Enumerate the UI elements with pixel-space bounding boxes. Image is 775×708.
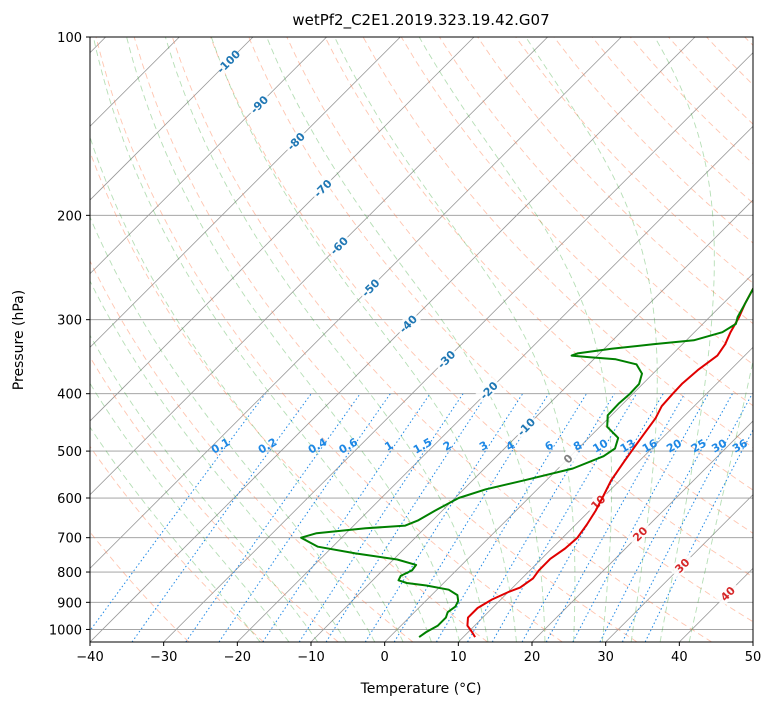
plot-frame: [89, 36, 754, 643]
x-tick-label: 30: [597, 650, 614, 665]
moist-adiabat-line: [90, 135, 404, 642]
chart-title: wetPf2_C2E1.2019.323.19.42.G07: [292, 11, 549, 30]
mixing-ratio-line: [491, 393, 637, 642]
dry-adiabat-line: [324, 37, 753, 491]
y-axis-label: Pressure (hPa): [11, 290, 27, 390]
mixing-ratio-line: [435, 393, 587, 642]
dry-adiabat-line: [90, 356, 339, 642]
x-tick-label: −10: [297, 650, 324, 665]
x-tick-label: −30: [150, 650, 177, 665]
x-tick-label: 50: [745, 650, 762, 665]
isotherm-label-bg: [554, 445, 581, 472]
isotherm-label-bg: [215, 48, 242, 75]
isotherm-line: [384, 273, 753, 642]
dry-adiabat-line: [90, 445, 264, 642]
axes-layer: −40 −30 −20 −10 0 10 20 30 40 50 1000 900 800 700 600 5…: [49, 31, 761, 665]
moist-adiabat-line: [210, 37, 517, 642]
temperature-line: [466, 286, 753, 638]
series-layer: [300, 286, 753, 638]
y-tick-label: 300: [57, 314, 82, 329]
moist-adiabat-line: [418, 37, 613, 642]
y-tick-label: 600: [57, 492, 82, 507]
moist-adiabat-line: [654, 37, 715, 642]
dry-adiabat-line: [90, 259, 414, 642]
isotherm-label-bg: [357, 274, 384, 301]
dry-adiabat-line: [95, 37, 563, 642]
mixing-ratio-line: [393, 393, 550, 642]
mixing-ratio-line: [572, 393, 709, 642]
isotherm-label-bg: [245, 91, 272, 118]
y-tick-label: 400: [57, 388, 82, 403]
mixing-ratio-line: [364, 393, 524, 642]
moist-adiabat-line: [92, 37, 432, 642]
moist-adiabat-line: [90, 334, 319, 642]
isotherm-line: [90, 37, 622, 569]
isotherm-label-bg: [714, 580, 741, 607]
dry-adiabat-line: [286, 37, 753, 534]
moist-adiabat-line: [90, 426, 261, 642]
x-tick-label: 40: [671, 650, 688, 665]
y-tick-label: 200: [57, 209, 82, 224]
x-tick-label: 10: [450, 650, 467, 665]
isotherm-line: [90, 37, 327, 275]
y-tick-label: 1000: [49, 623, 82, 638]
x-tick-label: 20: [524, 650, 541, 665]
isotherm-label-bg: [325, 232, 352, 259]
dry-adiabat-line: [515, 37, 753, 284]
isotherm-line: [90, 37, 475, 422]
dry-adiabat-line: [248, 37, 753, 578]
isotherm-label-bg: [668, 552, 695, 579]
isotherm-line: [90, 37, 548, 496]
dry-adiabat-line: [133, 37, 638, 642]
isotherm-label-bg: [282, 127, 309, 155]
y-tick-label: 900: [57, 596, 82, 611]
moist-adiabat-line: [90, 216, 376, 642]
moist-adiabat-line: [334, 37, 576, 642]
isotherm-line: [458, 346, 753, 642]
isotherm-line: [163, 52, 753, 642]
isotherm-label-bg: [394, 310, 421, 337]
isotherm-line: [90, 37, 254, 201]
mixing-ratio-line: [298, 393, 464, 642]
moist-adiabat-line: [164, 37, 489, 642]
moist-adiabat-line: [90, 382, 290, 642]
mixing-ratio-line: [521, 393, 664, 642]
isotherm-line: [237, 125, 753, 642]
isotherm-label-bg: [475, 377, 502, 404]
mixing-ratio-line: [325, 393, 488, 642]
y-tick-label: 500: [57, 445, 82, 460]
isotherm-label-bg: [626, 520, 653, 547]
moist-adiabat-line: [126, 37, 461, 642]
isotherm-line: [605, 494, 753, 642]
mixing-ratio-line: [262, 393, 431, 642]
dry-adiabat-line: [210, 37, 753, 623]
dewpoint-line: [300, 286, 753, 638]
mixing-ratio-line: [131, 393, 312, 642]
moist-adiabat-line: [688, 359, 753, 642]
isotherm-label-bg: [432, 345, 460, 373]
x-tick-label: 0: [381, 650, 389, 665]
x-tick-label: −20: [224, 650, 251, 665]
mixing-ratio-line: [545, 393, 686, 642]
isotherm-line: [90, 37, 696, 642]
isotherm-label-bg: [309, 174, 336, 201]
grid-layer: [90, 37, 753, 642]
y-tick-label: 800: [57, 566, 82, 581]
isotherm-label-bg: [512, 413, 539, 440]
y-tick-label: 700: [57, 532, 82, 547]
moist-adiabat-line: [525, 37, 658, 642]
mixing-ratio-line: [644, 428, 753, 642]
moist-adiabat-line: [266, 37, 546, 642]
x-axis-label: Temperature (°C): [360, 681, 482, 697]
isotherm-line: [310, 199, 753, 642]
x-tick-label: −40: [76, 650, 103, 665]
y-tick-label: 100: [57, 31, 82, 46]
